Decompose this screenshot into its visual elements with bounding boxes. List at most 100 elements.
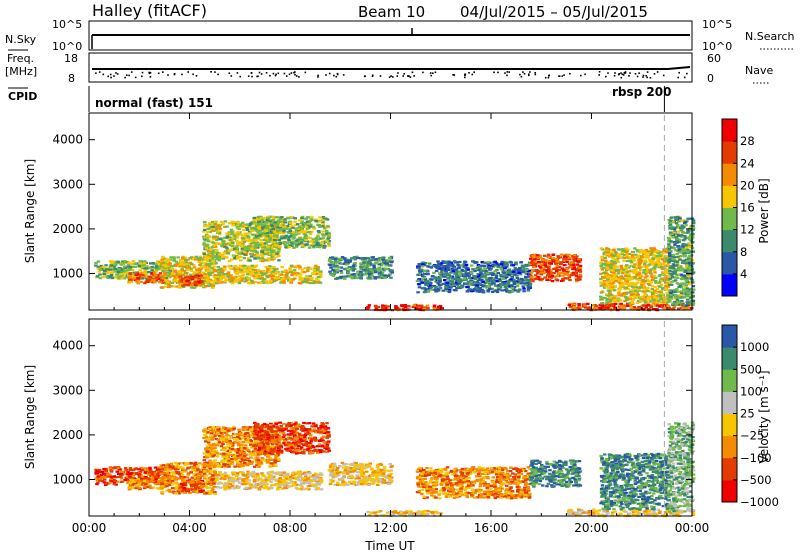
echo-cell [194,258,198,261]
echo-cell [514,268,518,271]
echo-cell [569,266,574,269]
nave-dot [506,71,509,73]
echo-cell [199,279,204,282]
echo-cell [649,275,654,278]
echo-cell [436,307,440,310]
echo-cell [144,267,149,270]
echo-cell [384,259,388,262]
nave-dot [124,76,126,79]
echo-cell [316,238,321,241]
echo-cell [571,261,576,264]
echo-cell [239,269,243,272]
echo-cell [606,284,611,287]
echo-cell [681,267,685,270]
echo-cell [525,281,530,285]
echo-cell [208,273,212,277]
echo-cell [627,256,631,259]
echo-cell [659,277,664,280]
echo-cell [671,263,676,266]
echo-cell [158,281,162,284]
echo-cell [486,261,491,264]
echo-cell [274,230,279,233]
echo-cell [666,304,671,307]
echo-cell [289,264,294,267]
nave-dot [167,74,169,76]
echo-cell [243,253,247,256]
echo-cell [323,226,328,229]
echo-cell [230,230,234,233]
echo-cell [316,230,321,233]
echo-cell [664,303,669,306]
echo-cell [322,234,326,237]
echo-cell [467,272,472,275]
echo-cell [500,266,505,269]
nave-dot [528,73,530,75]
echo-cell [208,278,213,281]
echo-cell [685,295,689,298]
nave-dot [290,72,293,74]
echo-cell [431,264,436,267]
echo-cell [650,292,655,295]
echo-cell [614,279,618,283]
echo-cell [238,255,243,258]
echo-cell [469,264,474,267]
echo-cell [116,271,121,274]
nave-dot [434,71,437,74]
echo-cell [213,243,217,246]
echo-cell [611,256,616,259]
echo-cell [623,253,627,257]
nave-dot [116,73,119,75]
echo-cell [672,305,677,308]
echo-cell [313,270,317,273]
echo-cell [606,294,610,297]
echo-cell [628,301,632,304]
nave-dot [236,72,239,74]
echo-cell [660,279,664,282]
echo-cell [186,268,190,271]
echo-cell [660,298,664,301]
echo-cell [684,304,689,307]
echo-cell [680,230,685,233]
echo-cell [274,224,278,227]
echo-cell [214,242,218,245]
echo-cell [600,281,604,284]
echo-cell [300,270,305,274]
echo-cell [368,273,372,276]
echo-cell [265,252,270,255]
echo-cell [495,290,500,294]
echo-cell [642,269,647,272]
echo-cell [625,252,629,255]
nsky-label: N.Sky [5,33,37,46]
echo-cell [143,260,147,263]
echo-cell [356,256,360,260]
echo-cell [470,283,475,286]
echo-cell [673,260,677,263]
echo-cell [253,226,257,229]
echo-cell [568,258,572,261]
echo-cell [659,266,664,269]
echo-cell [186,258,190,261]
echo-cell [656,252,660,255]
echo-cell [521,266,525,269]
echo-cell [161,255,165,258]
nave-dot [620,72,622,74]
echo-cell [641,296,646,299]
echo-cell [667,248,672,251]
echo-cell [667,275,671,278]
echo-cell [593,307,597,310]
echo-cell [636,271,641,274]
echo-cell [128,275,132,278]
echo-cell [609,279,613,282]
echo-cell [520,279,525,282]
echo-cell [260,250,264,253]
echo-cell [445,266,450,269]
echo-cell [662,271,666,274]
echo-cell [127,281,132,284]
nave-dot [95,72,97,74]
echo-cell [269,238,273,241]
echo-cell [129,278,134,281]
echo-cell [334,277,339,280]
echo-cell [253,257,257,260]
echo-cell [435,264,439,267]
echo-cell [684,246,689,249]
